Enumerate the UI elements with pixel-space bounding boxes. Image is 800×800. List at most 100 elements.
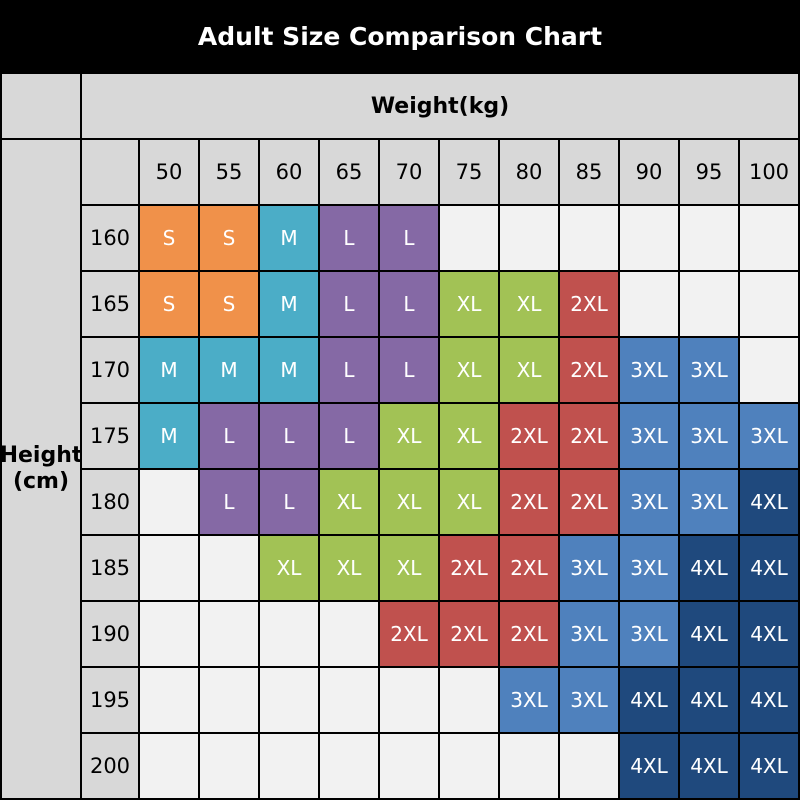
size-cell-s: S <box>200 206 258 270</box>
empty-cell <box>200 536 258 600</box>
size-cell-3xl: 3XL <box>500 668 558 732</box>
empty-cell <box>680 206 738 270</box>
size-cell-2xl: 2XL <box>500 404 558 468</box>
size-cell-3xl: 3XL <box>560 668 618 732</box>
weight-column-header: 80 <box>500 140 558 204</box>
height-row-header: 175 <box>82 404 138 468</box>
empty-cell <box>200 734 258 798</box>
size-cell-xl: XL <box>260 536 318 600</box>
empty-cell <box>740 206 798 270</box>
empty-cell <box>560 206 618 270</box>
empty-cell <box>140 668 198 732</box>
empty-cell <box>320 602 378 666</box>
size-cell-l: L <box>200 470 258 534</box>
size-cell-3xl: 3XL <box>620 338 678 402</box>
height-row-header: 165 <box>82 272 138 336</box>
page-title: Adult Size Comparison Chart <box>0 0 800 72</box>
size-cell-xl: XL <box>440 338 498 402</box>
size-cell-l: L <box>200 404 258 468</box>
size-cell-xl: XL <box>440 470 498 534</box>
empty-cell <box>140 602 198 666</box>
size-cell-s: S <box>140 272 198 336</box>
weight-column-header: 50 <box>140 140 198 204</box>
height-label-line2: (cm) <box>12 469 70 494</box>
weight-column-header: 60 <box>260 140 318 204</box>
size-cell-l: L <box>260 470 318 534</box>
empty-cell <box>500 206 558 270</box>
size-cell-xl: XL <box>380 404 438 468</box>
size-cell-2xl: 2XL <box>560 338 618 402</box>
weight-column-header: 55 <box>200 140 258 204</box>
size-cell-3xl: 3XL <box>680 338 738 402</box>
size-cell-3xl: 3XL <box>560 536 618 600</box>
size-cell-4xl: 4XL <box>680 602 738 666</box>
size-cell-4xl: 4XL <box>620 668 678 732</box>
height-axis-label: Height (cm) <box>2 443 80 496</box>
size-cell-4xl: 4XL <box>680 734 738 798</box>
size-cell-4xl: 4XL <box>740 470 798 534</box>
size-cell-2xl: 2XL <box>440 536 498 600</box>
empty-cell <box>380 734 438 798</box>
weight-column-header: 65 <box>320 140 378 204</box>
empty-cell <box>200 668 258 732</box>
size-cell-2xl: 2XL <box>440 602 498 666</box>
size-cell-3xl: 3XL <box>560 602 618 666</box>
weight-column-header: 85 <box>560 140 618 204</box>
height-row-header: 195 <box>82 668 138 732</box>
empty-cell <box>140 536 198 600</box>
empty-cell <box>680 272 738 336</box>
size-cell-xl: XL <box>320 470 378 534</box>
size-cell-4xl: 4XL <box>740 668 798 732</box>
size-cell-xl: XL <box>440 272 498 336</box>
size-cell-l: L <box>380 338 438 402</box>
row-header-spacer-cell <box>82 140 138 204</box>
size-cell-l: L <box>320 338 378 402</box>
empty-cell <box>440 734 498 798</box>
empty-cell <box>380 668 438 732</box>
size-cell-l: L <box>380 272 438 336</box>
size-cell-2xl: 2XL <box>500 470 558 534</box>
size-cell-2xl: 2XL <box>560 272 618 336</box>
empty-cell <box>320 668 378 732</box>
size-cell-xl: XL <box>500 338 558 402</box>
size-cell-m: M <box>260 338 318 402</box>
height-row-header: 170 <box>82 338 138 402</box>
weight-column-header: 90 <box>620 140 678 204</box>
size-cell-l: L <box>320 272 378 336</box>
empty-cell <box>260 602 318 666</box>
empty-cell <box>440 668 498 732</box>
size-cell-xl: XL <box>440 404 498 468</box>
size-cell-4xl: 4XL <box>740 536 798 600</box>
size-cell-l: L <box>320 206 378 270</box>
size-cell-2xl: 2XL <box>560 470 618 534</box>
size-cell-4xl: 4XL <box>740 734 798 798</box>
empty-cell <box>440 206 498 270</box>
size-cell-xl: XL <box>380 536 438 600</box>
empty-cell <box>620 272 678 336</box>
size-cell-3xl: 3XL <box>680 470 738 534</box>
size-cell-3xl: 3XL <box>620 404 678 468</box>
size-cell-l: L <box>260 404 318 468</box>
height-row-header: 180 <box>82 470 138 534</box>
weight-column-header: 70 <box>380 140 438 204</box>
size-cell-m: M <box>260 272 318 336</box>
size-cell-3xl: 3XL <box>680 404 738 468</box>
empty-cell <box>740 338 798 402</box>
size-cell-l: L <box>380 206 438 270</box>
size-cell-xl: XL <box>380 470 438 534</box>
size-cell-2xl: 2XL <box>500 602 558 666</box>
size-cell-l: L <box>320 404 378 468</box>
weight-column-header: 75 <box>440 140 498 204</box>
size-cell-4xl: 4XL <box>680 536 738 600</box>
size-cell-m: M <box>140 338 198 402</box>
size-cell-s: S <box>200 272 258 336</box>
size-cell-3xl: 3XL <box>740 404 798 468</box>
empty-cell <box>260 734 318 798</box>
empty-cell <box>320 734 378 798</box>
weight-column-header: 100 <box>740 140 798 204</box>
weight-column-header: 95 <box>680 140 738 204</box>
height-row-header: 185 <box>82 536 138 600</box>
height-label-line1: Height <box>2 442 80 468</box>
empty-cell <box>200 602 258 666</box>
